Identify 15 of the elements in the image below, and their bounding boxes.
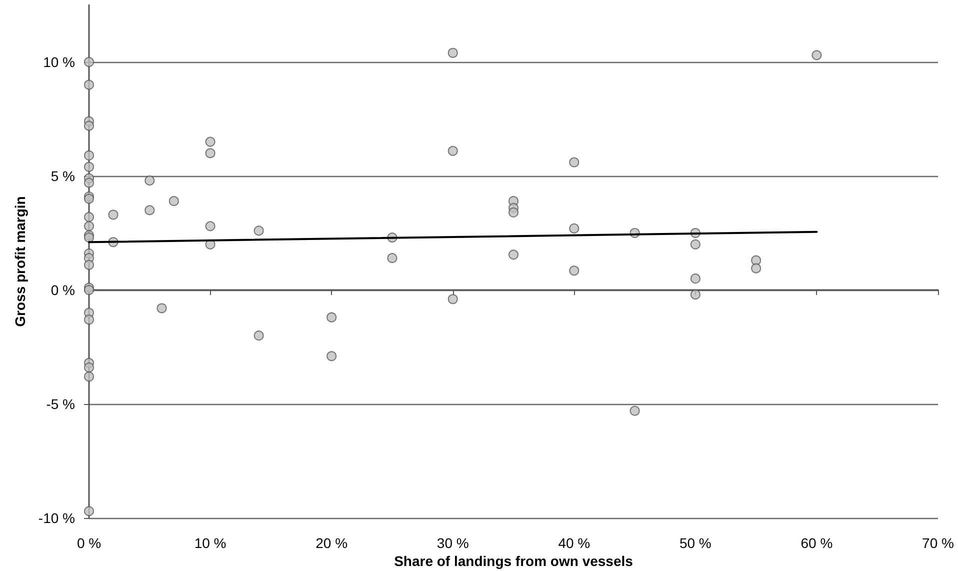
y-tick-label: 10 % (43, 54, 75, 70)
y-tick-label: 5 % (50, 168, 75, 184)
x-tick-label: 20 % (316, 535, 348, 551)
x-tick-label: 10 % (194, 535, 226, 551)
y-tick-label: 0 % (50, 282, 75, 298)
x-tick-label: 40 % (558, 535, 590, 551)
y-tick-label: -5 % (46, 396, 75, 412)
x-axis-title: Share of landings from own vessels (394, 553, 634, 569)
x-tick-label: 0 % (76, 535, 102, 551)
y-axis-title: Gross profit margin (12, 196, 28, 327)
x-tick-label: 60 % (800, 535, 833, 551)
x-tick-label: 30 % (436, 535, 469, 551)
x-tick-label: 70 % (922, 535, 954, 551)
x-tick-label: 50 % (679, 535, 712, 551)
y-tick-label: -10 % (38, 510, 75, 526)
